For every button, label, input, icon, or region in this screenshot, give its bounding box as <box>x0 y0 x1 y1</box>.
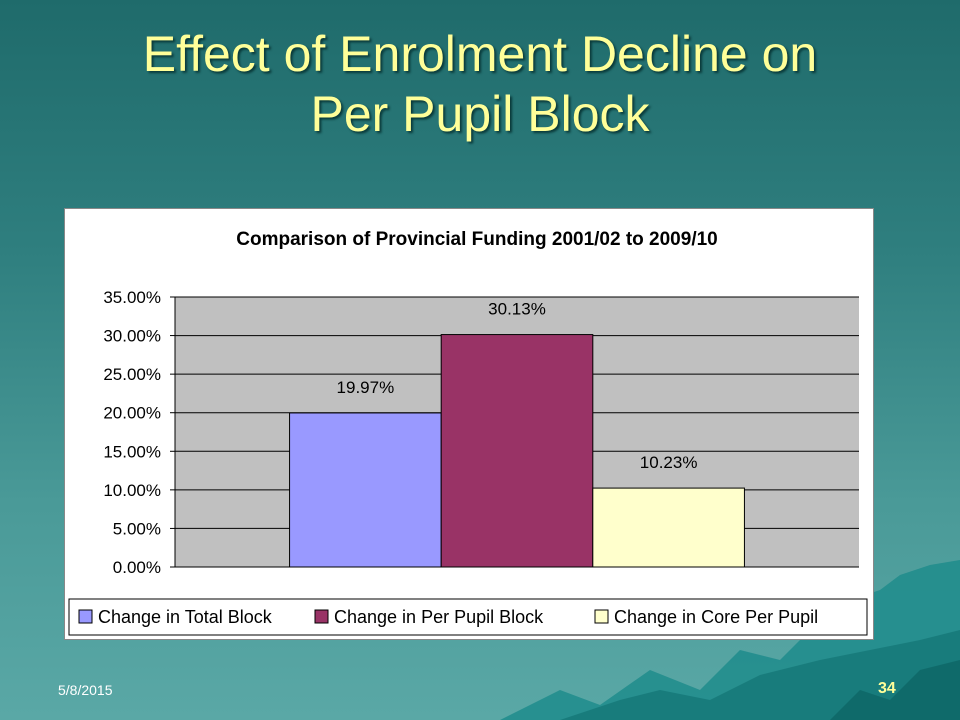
y-tick-label: 5.00% <box>113 519 161 538</box>
data-labels: 19.97% 30.13% 10.23% <box>337 300 698 473</box>
data-label-2: 30.13% <box>488 300 546 319</box>
y-tick-label: 10.00% <box>103 481 161 500</box>
legend-swatch-2 <box>314 609 329 624</box>
y-tick-label: 20.00% <box>103 404 161 423</box>
bar-3 <box>592 487 745 568</box>
data-label-3: 10.23% <box>640 453 698 472</box>
y-axis-ticks: 0.00% 5.00% 10.00% 15.00% 20.00% 25.00% 30.00%… <box>103 288 175 577</box>
legend-box <box>68 598 868 636</box>
footer-date: 5/8/2015 <box>58 682 113 698</box>
y-tick-label: 35.00% <box>103 288 161 307</box>
y-tick-label: 15.00% <box>103 442 161 461</box>
data-label-1: 19.97% <box>337 378 395 397</box>
y-tick-label: 25.00% <box>103 365 161 384</box>
bar-1 <box>289 412 442 568</box>
chart-title: Comparison of Provincial Funding 2001/02… <box>236 229 717 250</box>
slide-title-line-2: Per Pupil Block <box>310 86 650 142</box>
bars <box>289 334 745 568</box>
y-tick-label: 0.00% <box>113 558 161 577</box>
legend-items: Change in Total Block Change in Per Pupil… <box>78 607 818 627</box>
y-tick-label: 30.00% <box>103 327 161 346</box>
legend-label-2: Change in Per Pupil Block <box>334 607 544 627</box>
slide-title-line-1: Effect of Enrolment Decline on <box>142 26 818 82</box>
chart-panel: Comparison of Provincial Funding 2001/02… <box>64 208 874 640</box>
slide-number: 34 <box>878 680 896 697</box>
slide-title: Effect of Enrolment Decline on Per Pupil… <box>0 24 960 144</box>
legend: Change in Total Block Change in Per Pupil… <box>68 598 868 636</box>
legend-swatch-1 <box>78 609 93 624</box>
legend-swatch-3 <box>594 609 609 624</box>
legend-label-1: Change in Total Block <box>98 607 273 627</box>
legend-label-3: Change in Core Per Pupil <box>614 607 818 627</box>
bar-chart: Comparison of Provincial Funding 2001/02… <box>68 229 868 636</box>
bar-2 <box>440 334 594 568</box>
